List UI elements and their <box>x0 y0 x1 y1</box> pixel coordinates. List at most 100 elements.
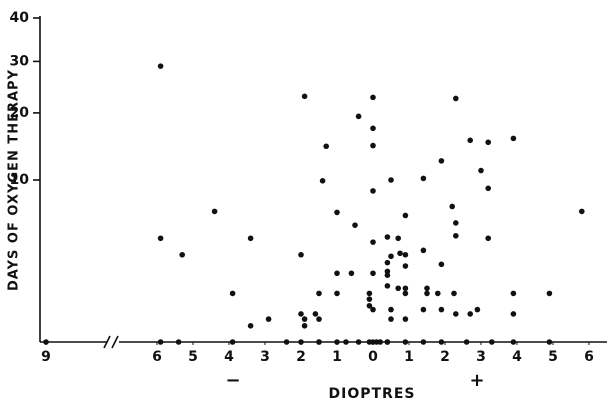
point <box>402 316 409 322</box>
minus-sign: − <box>225 370 240 391</box>
point <box>467 137 474 144</box>
x-tick-label: 4 <box>512 349 522 365</box>
point <box>489 339 495 345</box>
point <box>377 339 384 345</box>
point <box>157 63 164 69</box>
point <box>370 142 376 149</box>
point <box>211 208 218 215</box>
point <box>334 339 340 345</box>
point <box>265 316 272 322</box>
point <box>420 306 427 313</box>
point <box>247 235 254 242</box>
x-tick-label: 0 <box>368 349 378 365</box>
point <box>510 311 517 317</box>
point <box>157 235 164 242</box>
point <box>402 251 409 258</box>
point <box>395 285 402 292</box>
point <box>384 283 391 289</box>
point <box>485 235 492 242</box>
point <box>453 232 459 239</box>
point <box>319 178 326 184</box>
point <box>301 323 308 329</box>
axis-break <box>111 335 119 349</box>
point <box>388 316 394 322</box>
point <box>334 209 340 216</box>
point <box>402 212 409 219</box>
point <box>463 339 470 345</box>
point <box>474 306 481 313</box>
x-tick-label: 4 <box>224 349 234 365</box>
point <box>366 302 373 309</box>
y-tick-label: 10 <box>10 172 30 188</box>
point <box>438 306 445 313</box>
x-tick-label: 2 <box>296 349 306 365</box>
point <box>402 285 409 292</box>
point <box>438 339 445 345</box>
point <box>370 94 376 101</box>
point <box>451 290 457 297</box>
point <box>43 339 49 345</box>
point <box>510 339 517 345</box>
point <box>420 339 427 345</box>
point <box>316 290 322 297</box>
point <box>438 261 445 268</box>
point <box>420 247 427 254</box>
point <box>453 311 459 317</box>
x-tick-label: 2 <box>440 349 450 365</box>
point <box>366 290 373 297</box>
point <box>510 135 517 142</box>
point <box>229 339 236 345</box>
x-tick-label: 6 <box>584 349 594 365</box>
y-tick-label: 40 <box>10 10 30 26</box>
point <box>366 296 373 302</box>
point <box>435 290 441 297</box>
x-tick-label: 5 <box>548 349 558 365</box>
point <box>348 270 355 277</box>
x-tick-label: 5 <box>188 349 198 365</box>
point <box>546 290 553 297</box>
x-tick-label: 3 <box>260 349 270 365</box>
x-tick-label: 6 <box>152 349 162 365</box>
y-tick-label: 30 <box>10 53 30 69</box>
point <box>301 316 308 322</box>
x-axis-title: DIOPTRES <box>329 386 416 402</box>
point <box>384 234 391 240</box>
x-tick-label: 9 <box>41 349 51 365</box>
point <box>449 203 456 210</box>
y-tick-label: 20 <box>10 105 30 121</box>
point <box>397 250 403 257</box>
point <box>157 339 164 345</box>
point <box>395 235 402 242</box>
point <box>247 323 254 329</box>
point <box>384 339 391 345</box>
axis-break <box>103 335 111 349</box>
point <box>370 125 376 132</box>
point <box>370 270 376 277</box>
point <box>510 290 517 297</box>
point <box>312 311 319 317</box>
point <box>355 113 362 120</box>
point <box>298 311 304 317</box>
point <box>420 175 427 182</box>
point <box>283 339 290 345</box>
point <box>352 222 358 228</box>
y-axis-title: DAYS OF OXYGEN THERAPY <box>7 69 22 291</box>
point <box>298 251 304 258</box>
point <box>388 253 394 260</box>
point <box>402 263 409 269</box>
point <box>384 272 391 279</box>
point <box>384 259 391 266</box>
point <box>334 270 340 277</box>
point <box>301 93 308 100</box>
plus-sign: + <box>469 370 484 391</box>
point <box>402 339 409 345</box>
point <box>370 239 376 245</box>
point <box>334 290 340 297</box>
point <box>323 143 330 150</box>
point <box>370 306 376 313</box>
point <box>478 167 484 174</box>
point <box>316 339 322 345</box>
point <box>370 188 376 194</box>
point <box>388 306 394 313</box>
